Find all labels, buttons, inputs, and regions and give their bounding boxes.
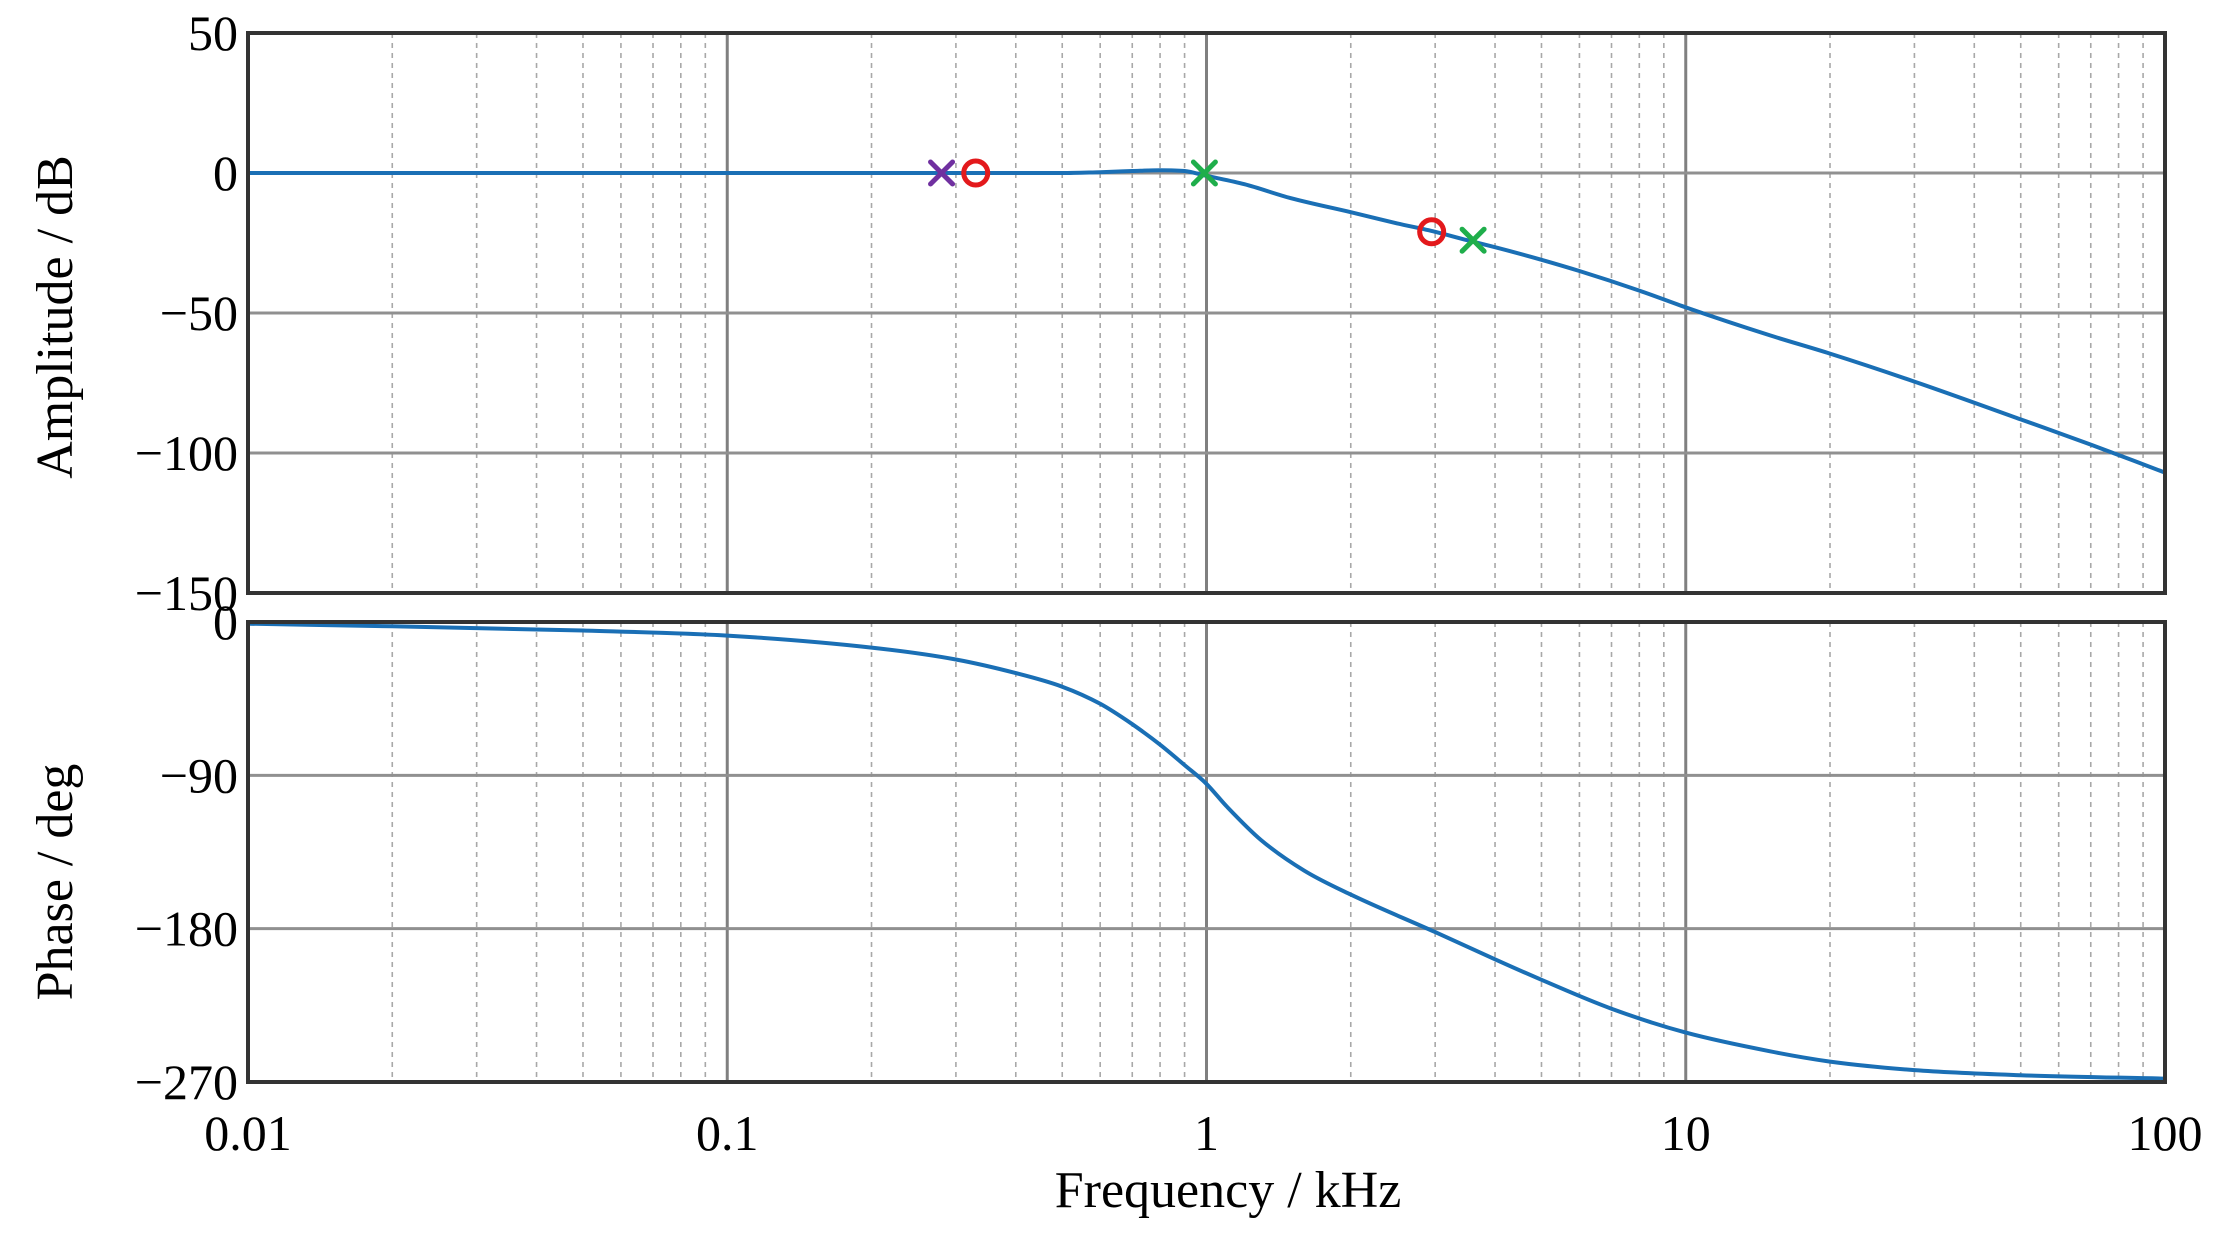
x-tick-label: 10 (1661, 1105, 1711, 1161)
phase-curve (247, 621, 2166, 1081)
amplitude-y-tick-label: −150 (135, 565, 238, 621)
amplitude-y-tick-label: 0 (213, 145, 238, 201)
o-marker (1417, 217, 1447, 247)
amplitude-y-tick-label: −100 (135, 425, 238, 481)
amplitude-axes-frame (246, 31, 2167, 595)
x-tick-label: 100 (2128, 1105, 2203, 1161)
amplitude-y-tick-label: 50 (188, 5, 238, 61)
x-tick-label: 0.1 (696, 1105, 759, 1161)
x-marker (1459, 226, 1487, 254)
o-marker (961, 158, 991, 188)
x-tick-label: 1 (1194, 1105, 1219, 1161)
amplitude-curve (248, 168, 2166, 475)
frequency-tick-labels: 0.01 0.1 1 10 100 (204, 1105, 2202, 1161)
phase-axis-title: Phase / deg (27, 764, 84, 1001)
amplitude-grid (246, 31, 2167, 595)
plot-frames (246, 31, 2167, 1084)
amplitude-y-tick-labels: 50 0 −50 −100 −150 (135, 5, 238, 621)
x-marker (1190, 159, 1218, 187)
amplitude-markers (928, 158, 1487, 254)
phase-series (247, 621, 2166, 1081)
amplitude-axis-title: Amplitude / dB (27, 155, 84, 479)
phase-y-tick-labels: 0 −90 −180 −270 (135, 594, 238, 1110)
phase-grid (246, 620, 2167, 1084)
amplitude-y-tick-label: −50 (160, 285, 238, 341)
phase-y-tick-label: 0 (213, 594, 238, 650)
phase-axes-frame (246, 620, 2167, 1084)
amplitude-series (248, 168, 2166, 475)
phase-y-tick-label: −270 (135, 1054, 238, 1110)
phase-y-tick-label: −180 (135, 901, 238, 957)
frequency-axis-title: Frequency / kHz (1055, 1162, 1402, 1219)
phase-y-tick-label: −90 (160, 747, 238, 803)
x-tick-label: 0.01 (204, 1105, 292, 1161)
x-marker (928, 159, 956, 187)
